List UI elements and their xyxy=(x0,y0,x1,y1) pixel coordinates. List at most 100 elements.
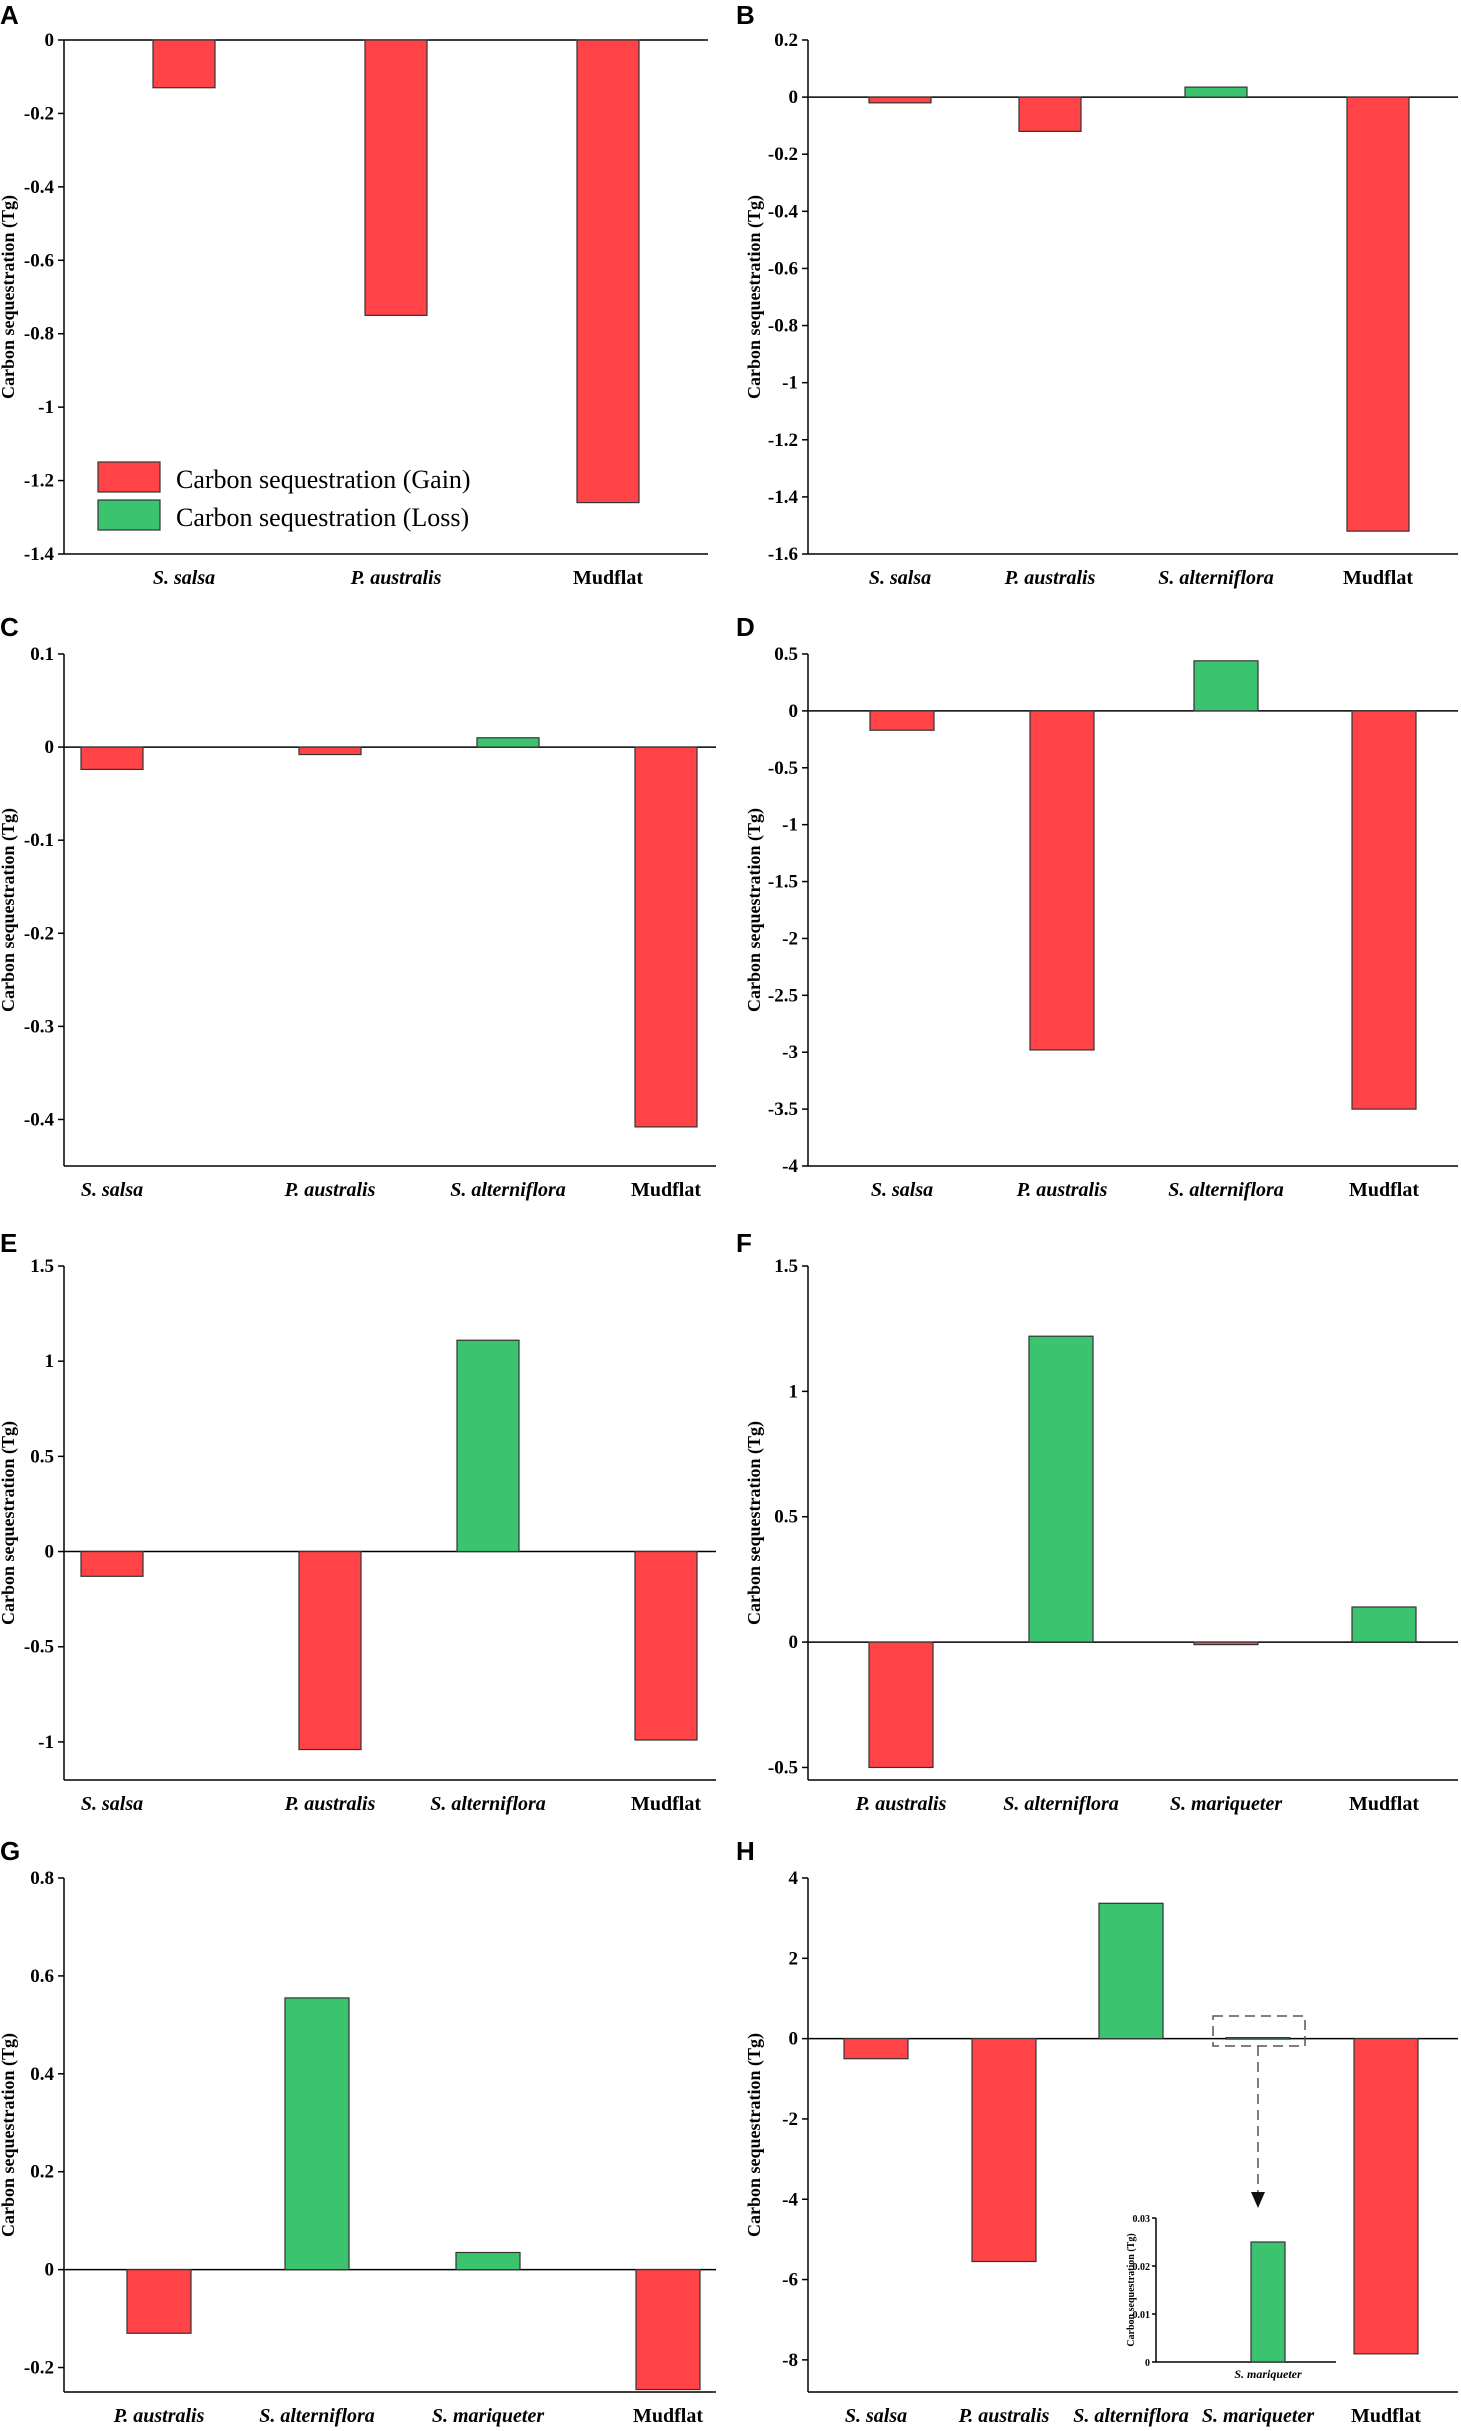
y-axis-label: Carbon sequestration (Tg) xyxy=(744,195,765,399)
inset-y-tick-label: 0.03 xyxy=(1133,2214,1151,2225)
y-tick-label: -0.2 xyxy=(24,923,54,944)
y-tick-label: 2 xyxy=(789,1948,799,1969)
y-tick-label: -1.4 xyxy=(24,544,55,565)
y-tick-label: -1.5 xyxy=(768,872,798,893)
chart-panel-b: B 0.2 0 -0.2 -0.4 -0.6 -0.8 -1 -1.2 -1.4 -1.6 Carbo… xyxy=(736,0,1458,589)
bar xyxy=(634,746,698,1128)
y-tick-label: -0.5 xyxy=(768,1757,798,1778)
inset-chart: 0.03 0.02 0.01 0 S. mariqueter Carbon sequest… xyxy=(1126,2015,1336,2381)
x-tick-label: S. mariqueter xyxy=(1202,2405,1314,2427)
bar xyxy=(1225,2037,1291,2040)
bar xyxy=(80,1550,144,1577)
y-tick-label: -0.4 xyxy=(24,1109,55,1130)
bar xyxy=(634,1550,698,1741)
bar xyxy=(1029,710,1095,1051)
y-tick-label: -2 xyxy=(782,2109,798,2130)
inset-y-tick-label: 0.02 xyxy=(1133,2262,1151,2273)
x-tick-label: S. alterniflora xyxy=(1073,2405,1189,2427)
y-tick-label: -0.2 xyxy=(24,103,54,124)
bar xyxy=(126,2269,192,2334)
legend: Carbon sequestration (Gain) Carbon seque… xyxy=(97,461,471,532)
y-tick-label: 0.5 xyxy=(30,1446,54,1467)
y-tick-label: -0.6 xyxy=(24,250,54,271)
y-tick-label: -2.5 xyxy=(768,985,798,1006)
chart-panel-g: G 0.8 0.6 0.4 0.2 0 -0.2 Carbon sequestration (… xyxy=(0,1836,716,2427)
bar xyxy=(455,2251,521,2271)
bar xyxy=(298,1550,362,1751)
y-axis-label: Carbon sequestration (Tg) xyxy=(0,808,19,1012)
y-tick-label: -0.4 xyxy=(24,177,55,198)
y-tick-label: -8 xyxy=(782,2350,798,2371)
y-tick-label: 0.4 xyxy=(30,2064,54,2085)
bar xyxy=(1346,96,1410,532)
bar xyxy=(869,710,935,731)
bar xyxy=(476,737,540,748)
bar xyxy=(1098,1902,1164,2040)
y-tick-label: 0.5 xyxy=(774,1507,798,1528)
chart-panel-f: F 1.5 1 0.5 0 -0.5 Carbon sequestration (Tg) P.… xyxy=(736,1228,1458,1815)
y-tick-label: 1.5 xyxy=(30,1256,54,1277)
y-tick-label: -0.8 xyxy=(24,324,54,345)
inset-y-axis-label: Carbon sequestration (Tg) xyxy=(1126,2233,1137,2346)
legend-loss-swatch xyxy=(97,499,161,531)
x-tick-label: Mudflat xyxy=(631,1179,701,1201)
y-tick-label: -1.6 xyxy=(768,544,798,565)
highlight-box xyxy=(1212,2015,1306,2047)
bar xyxy=(1018,96,1082,132)
y-tick-label: -4 xyxy=(782,2189,798,2210)
x-tick-label: S. alterniflora xyxy=(1003,1793,1119,1815)
y-tick-label: -0.5 xyxy=(768,758,798,779)
x-tick-label: S. salsa xyxy=(871,1179,933,1201)
y-tick-label: -1 xyxy=(782,373,798,394)
y-tick-label: 0.5 xyxy=(774,644,798,665)
y-tick-label: 0 xyxy=(45,2260,55,2281)
bar xyxy=(1353,2038,1419,2355)
bar xyxy=(868,1641,934,1769)
y-axis-label: Carbon sequestration (Tg) xyxy=(744,1421,765,1625)
bar xyxy=(298,746,362,756)
y-tick-label: 0.2 xyxy=(30,2162,54,2183)
x-tick-label: S. salsa xyxy=(153,567,215,589)
bar xyxy=(971,2038,1037,2263)
panel-letter: G xyxy=(0,1836,20,1866)
y-tick-label: -3.5 xyxy=(768,1099,798,1120)
bar xyxy=(456,1339,520,1553)
y-axis-label: Carbon sequestration (Tg) xyxy=(0,2033,19,2237)
bar xyxy=(284,1997,350,2271)
x-tick-label: S. alterniflora xyxy=(430,1793,546,1815)
panel-letter: A xyxy=(0,0,19,30)
y-tick-label: 1 xyxy=(789,1381,799,1402)
bar xyxy=(1193,1641,1259,1646)
y-tick-label: 1 xyxy=(45,1351,55,1372)
bar xyxy=(80,746,144,771)
y-tick-label: 4 xyxy=(789,1868,799,1889)
bar xyxy=(1351,1606,1417,1643)
inset-y-tick-label: 0.01 xyxy=(1133,2310,1151,2321)
y-tick-label: -0.6 xyxy=(768,258,798,279)
chart-panel-e: E 1.5 1 0.5 0 -0.5 -1 Carbon sequestration (Tg)… xyxy=(0,1228,716,1815)
bar xyxy=(635,2269,701,2391)
x-tick-label: P. australis xyxy=(113,2405,205,2427)
x-tick-label: P. australis xyxy=(350,567,442,589)
legend-gain-swatch xyxy=(97,461,161,493)
y-tick-label: -3 xyxy=(782,1042,798,1063)
y-tick-label: 0 xyxy=(789,1632,799,1653)
inset-y-tick-label: 0 xyxy=(1145,2358,1150,2369)
bar xyxy=(1193,660,1259,712)
chart-panel-h: H 4 2 0 -2 -4 -6 -8 Carbon sequestration (Tg) S. … xyxy=(736,1836,1458,2427)
x-tick-label: Mudflat xyxy=(1343,567,1413,589)
y-tick-label: -1.2 xyxy=(768,430,798,451)
panel-letter: D xyxy=(736,612,755,642)
panel-letter: E xyxy=(0,1228,17,1258)
y-tick-label: -2 xyxy=(782,928,798,949)
y-tick-label: 0 xyxy=(789,87,799,108)
y-tick-label: -1 xyxy=(38,1732,54,1753)
inset-arrow-head xyxy=(1251,2192,1265,2208)
y-tick-label: 0.2 xyxy=(774,30,798,51)
x-tick-label: P. australis xyxy=(1016,1179,1108,1201)
bar xyxy=(1028,1335,1094,1643)
x-tick-label: S. salsa xyxy=(869,567,931,589)
y-tick-label: -0.2 xyxy=(768,144,798,165)
y-tick-label: -1.2 xyxy=(24,471,54,492)
